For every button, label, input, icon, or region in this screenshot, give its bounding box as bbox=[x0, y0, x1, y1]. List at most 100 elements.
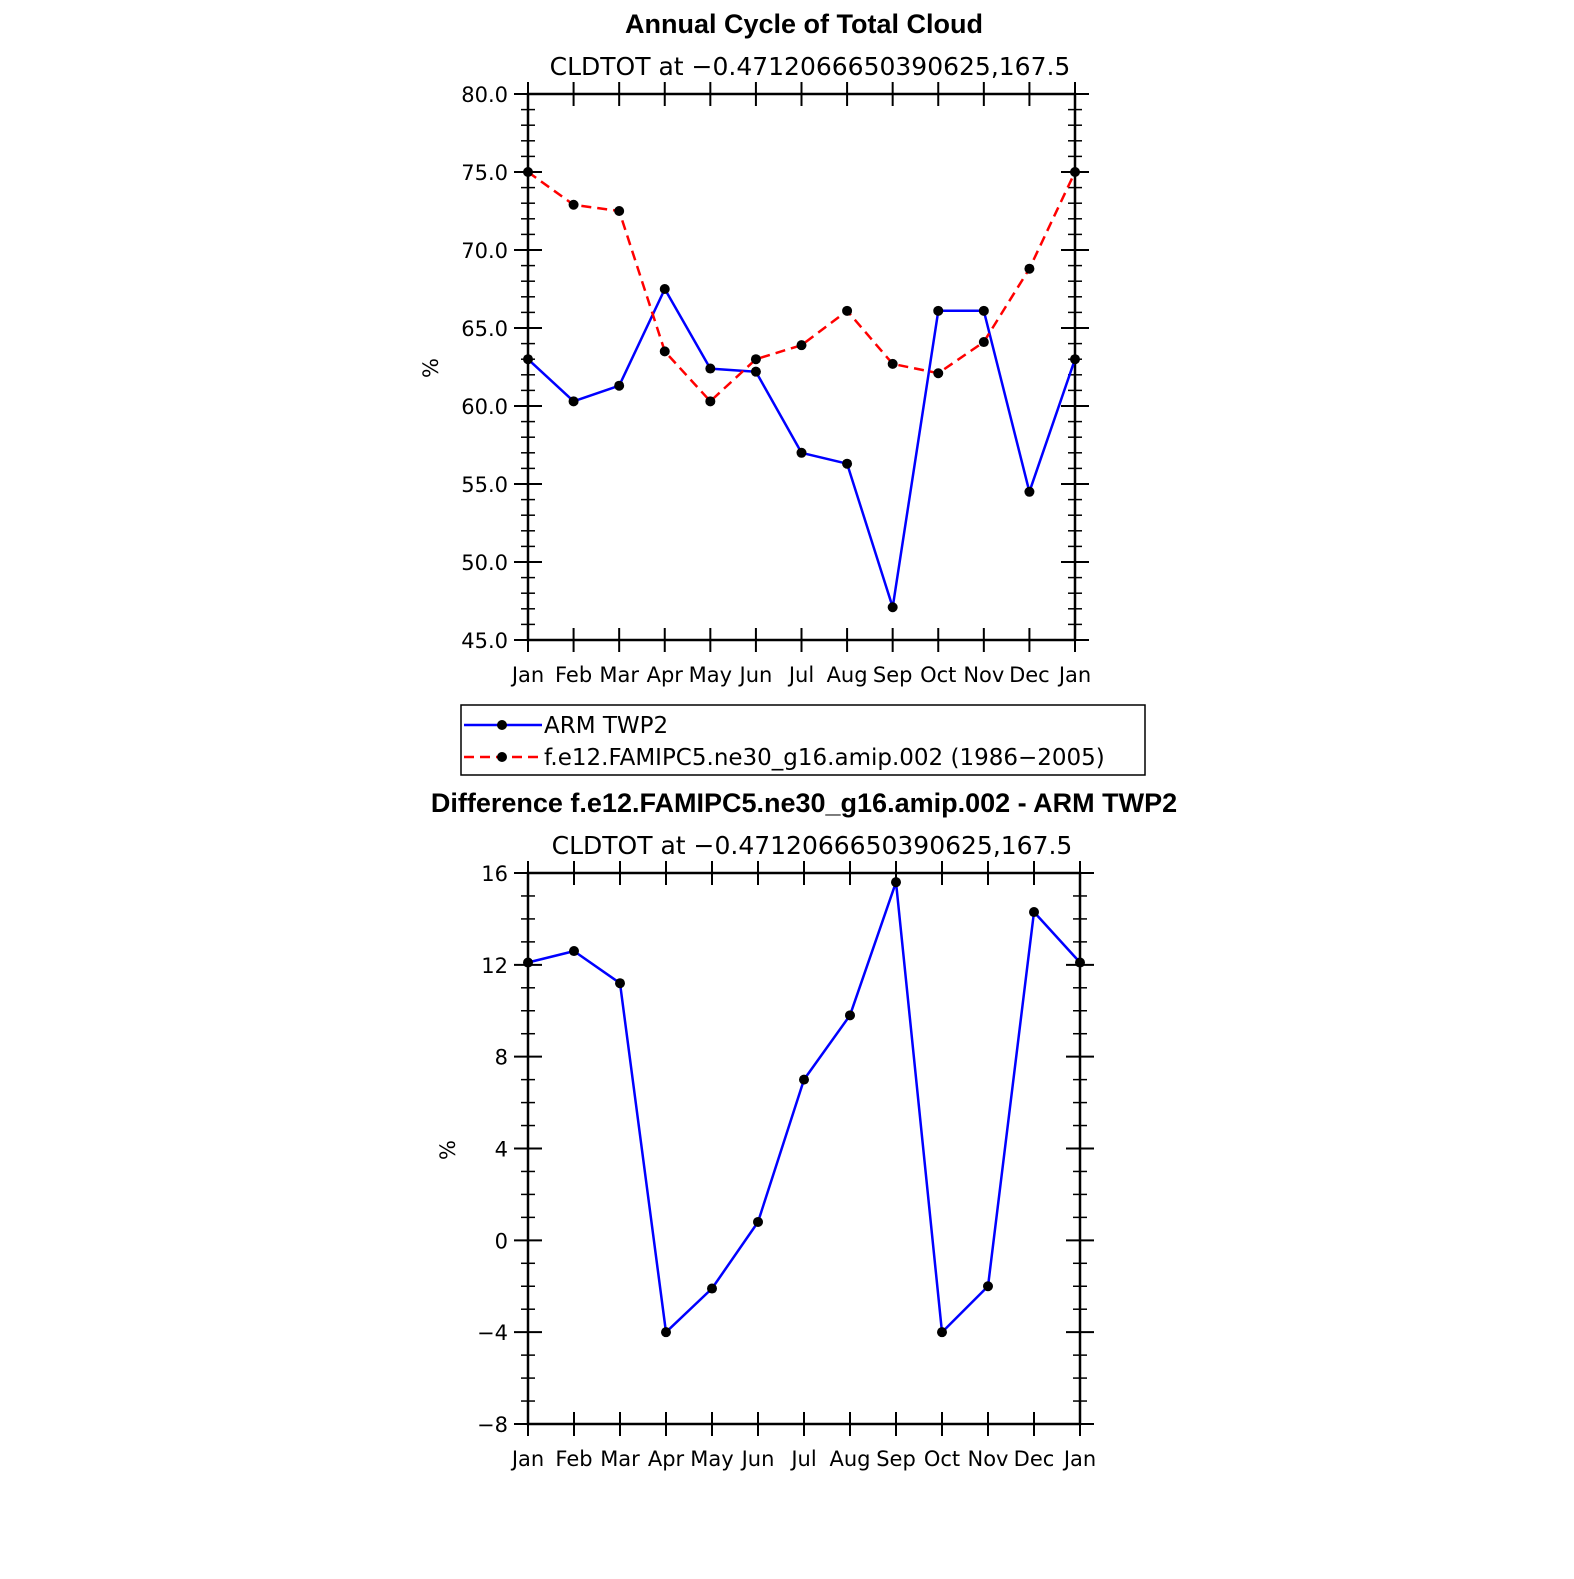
chart1-ytick-label: 55.0 bbox=[461, 473, 508, 497]
chart1-series-1-point bbox=[614, 206, 625, 216]
chart1-ytick-label: 60.0 bbox=[461, 395, 508, 419]
chart2-series-0-point bbox=[983, 1281, 993, 1292]
chart1-series-0-point bbox=[750, 366, 761, 377]
chart1-ylabel: % bbox=[419, 358, 443, 378]
chart2-ytick-label: 16 bbox=[481, 862, 508, 886]
chart1-xtick-label: Jun bbox=[738, 663, 773, 687]
chart1-xtick-label: Jan bbox=[510, 663, 544, 687]
chart1-series-0-point bbox=[842, 458, 853, 469]
chart1-series-0-point bbox=[614, 380, 625, 391]
chart2-frame bbox=[526, 871, 1082, 1426]
chart2-ytick-label: −8 bbox=[477, 1413, 508, 1437]
chart2-xtick-label: Feb bbox=[555, 1447, 592, 1471]
chart2-series-0-point bbox=[615, 978, 625, 989]
chart1-plot: 45.0 50.0 55.0 60.0 65.0 70.0 75.0 80.0 Jan Feb Ma… bbox=[461, 82, 1091, 687]
chart1-xtick-label: Dec bbox=[1009, 663, 1050, 687]
chart2-xtick-label: Sep bbox=[876, 1447, 916, 1471]
chart2-series-0-point bbox=[1029, 907, 1039, 918]
chart1-series-0-point bbox=[796, 447, 807, 458]
chart2-series-0-point bbox=[891, 877, 901, 888]
chart1-title: Annual Cycle of Total Cloud bbox=[625, 9, 983, 39]
chart2-xtick-label: Oct bbox=[924, 1447, 960, 1471]
chart2-series-0-point bbox=[523, 957, 533, 968]
chart1-series-0-point bbox=[933, 305, 944, 316]
chart1-frame bbox=[526, 92, 1077, 642]
chart1-ytick-label: 80.0 bbox=[461, 83, 508, 107]
chart2-ytick-label: 0 bbox=[495, 1229, 508, 1253]
chart2-ytick-label: 12 bbox=[481, 954, 508, 978]
chart1-ytick-label: 70.0 bbox=[461, 239, 508, 263]
chart2-series-0-point bbox=[569, 946, 579, 957]
chart1-series-0-point bbox=[523, 354, 533, 365]
chart2-xtick-label: Aug bbox=[829, 1447, 870, 1471]
chart2-ytick-label: 8 bbox=[495, 1046, 508, 1070]
legend-marker-model bbox=[497, 752, 507, 762]
chart1-series-1-line bbox=[527, 170, 1077, 403]
chart1-xtick-label: Jul bbox=[787, 663, 814, 687]
legend-label-model: f.e12.FAMIPC5.ne30_g16.amip.002 (1986−20… bbox=[544, 745, 1105, 771]
chart2-xtick-label: Nov bbox=[968, 1447, 1009, 1471]
chart1-series-0-point bbox=[887, 602, 898, 613]
chart1-series-1-point bbox=[887, 358, 898, 369]
chart2-series-0-point bbox=[845, 1010, 855, 1021]
chart1-xtick-label: Mar bbox=[599, 663, 639, 687]
chart2-xtick-label: Jun bbox=[740, 1447, 775, 1471]
chart1-series-1-point bbox=[523, 167, 533, 177]
chart1-series-0-point bbox=[1070, 354, 1080, 365]
chart1-xtick-label: Jan bbox=[1057, 663, 1091, 687]
chart1-series-1-point bbox=[796, 340, 807, 351]
chart2-xtick-label: Apr bbox=[648, 1447, 685, 1471]
chart1-series-1-point bbox=[750, 354, 761, 365]
chart2-ylabel: % bbox=[436, 1140, 460, 1160]
chart1-series-0-point bbox=[978, 305, 989, 316]
legend-marker-arm bbox=[497, 720, 507, 730]
chart1-subtitle: CLDTOT at −0.4712066650390625,167.5 bbox=[550, 52, 1071, 81]
chart1-series-0-point bbox=[1024, 486, 1035, 497]
chart1-series-1-point bbox=[568, 199, 579, 210]
chart1-series-1-point bbox=[1024, 263, 1035, 274]
chart2-xtick-label: Dec bbox=[1014, 1447, 1055, 1471]
chart1-xtick-label: Nov bbox=[963, 663, 1004, 687]
chart1-ytick-label: 45.0 bbox=[461, 629, 508, 653]
chart1-xtick-label: Apr bbox=[647, 663, 684, 687]
chart1-series-1-point bbox=[933, 368, 944, 379]
chart2-xtick-label: Jan bbox=[1062, 1447, 1096, 1471]
chart1-series-1-point bbox=[705, 396, 716, 407]
chart1-series-0-point bbox=[705, 363, 716, 374]
chart2-series-0-point bbox=[707, 1283, 717, 1294]
chart1-xtick-label: May bbox=[689, 663, 732, 687]
chart2-series-0-line bbox=[527, 880, 1081, 1334]
chart2-xtick-label: Jan bbox=[510, 1447, 544, 1471]
chart2-title: Difference f.e12.FAMIPC5.ne30_g16.amip.0… bbox=[431, 788, 1177, 818]
legend-label-arm: ARM TWP2 bbox=[544, 713, 668, 739]
chart1-ytick-label: 75.0 bbox=[461, 161, 508, 185]
chart2-series-0-point bbox=[937, 1327, 947, 1338]
chart1-series-1-point bbox=[659, 346, 670, 357]
chart1-xtick-label: Sep bbox=[873, 663, 913, 687]
chart2-series-0-point bbox=[799, 1074, 809, 1085]
chart1-xtick-label: Aug bbox=[827, 663, 868, 687]
chart1-series-1-point bbox=[842, 305, 853, 316]
chart1-xtick-label: Oct bbox=[920, 663, 956, 687]
chart2-subtitle: CLDTOT at −0.4712066650390625,167.5 bbox=[552, 831, 1073, 860]
chart1-series-0-point bbox=[568, 396, 579, 407]
chart1-ytick-label: 50.0 bbox=[461, 551, 508, 575]
chart1-series-0-point bbox=[659, 284, 670, 294]
chart1-series-1-point bbox=[978, 337, 989, 348]
chart1-xtick-label: Feb bbox=[555, 663, 592, 687]
chart2-ytick-label: −4 bbox=[477, 1321, 508, 1345]
chart2-series-0-point bbox=[1075, 957, 1085, 968]
chart2-ytick-label: 4 bbox=[495, 1138, 508, 1162]
chart2-xtick-label: May bbox=[690, 1447, 733, 1471]
chart1-ytick-label: 65.0 bbox=[461, 317, 508, 341]
chart2-plot: −8 −4 0 4 8 12 16 Jan Feb Mar Apr May Jun Jul Aug Sep Oc… bbox=[477, 861, 1096, 1471]
chart1-series-1-point bbox=[1070, 167, 1080, 177]
chart2-xtick-label: Mar bbox=[600, 1447, 640, 1471]
chart2-series-0-point bbox=[753, 1216, 763, 1227]
chart2-series-0-point bbox=[661, 1327, 671, 1338]
chart2-xtick-label: Jul bbox=[789, 1447, 816, 1471]
legend-box bbox=[460, 704, 1146, 776]
legend: ARM TWP2 f.e12.FAMIPC5.ne30_g16.amip.002… bbox=[460, 704, 1146, 776]
